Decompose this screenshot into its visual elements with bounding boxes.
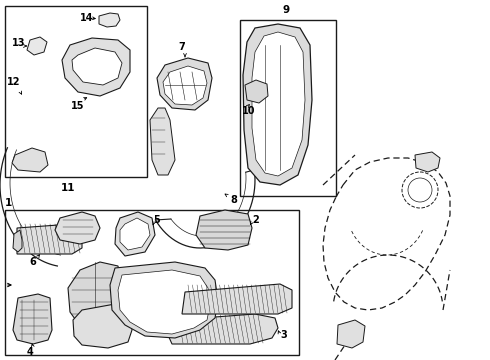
Polygon shape — [118, 270, 210, 334]
Text: 5: 5 — [153, 215, 160, 225]
Bar — [5, 6, 147, 177]
Polygon shape — [55, 212, 100, 244]
Polygon shape — [163, 66, 207, 105]
Polygon shape — [196, 210, 252, 250]
Circle shape — [223, 225, 237, 239]
Polygon shape — [17, 224, 82, 254]
Polygon shape — [168, 314, 278, 344]
Text: 1: 1 — [5, 198, 12, 208]
Circle shape — [88, 61, 96, 69]
Polygon shape — [72, 48, 122, 85]
Polygon shape — [68, 262, 122, 326]
Polygon shape — [415, 152, 440, 172]
Polygon shape — [120, 218, 150, 250]
Text: 13: 13 — [12, 38, 25, 48]
Polygon shape — [182, 284, 292, 314]
Text: 2: 2 — [252, 215, 259, 225]
Bar — [240, 20, 336, 196]
Text: 7: 7 — [179, 42, 185, 52]
Polygon shape — [150, 108, 175, 175]
Polygon shape — [27, 37, 47, 55]
Polygon shape — [157, 58, 212, 110]
Text: 3: 3 — [280, 330, 287, 340]
Text: 6: 6 — [29, 257, 36, 267]
Bar — [5, 210, 299, 355]
Text: 9: 9 — [282, 5, 290, 15]
Polygon shape — [110, 262, 218, 338]
Polygon shape — [13, 230, 22, 252]
Text: 4: 4 — [26, 347, 33, 357]
Polygon shape — [73, 304, 132, 348]
Text: 8: 8 — [230, 195, 237, 205]
Polygon shape — [62, 38, 130, 96]
Text: 15: 15 — [71, 101, 85, 111]
Polygon shape — [243, 24, 312, 185]
Polygon shape — [252, 32, 305, 176]
Text: 11: 11 — [61, 183, 75, 193]
Polygon shape — [99, 13, 120, 27]
Circle shape — [105, 65, 111, 71]
Text: 12: 12 — [7, 77, 21, 87]
Polygon shape — [12, 148, 48, 172]
Text: 14: 14 — [80, 13, 94, 23]
Text: 10: 10 — [242, 106, 255, 116]
Polygon shape — [13, 294, 52, 344]
Polygon shape — [115, 212, 155, 256]
Polygon shape — [245, 80, 268, 103]
Polygon shape — [337, 320, 365, 348]
